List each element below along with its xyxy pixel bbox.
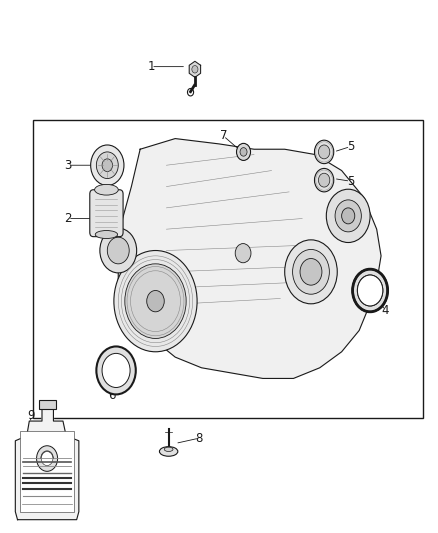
Circle shape [125, 264, 186, 338]
Ellipse shape [159, 447, 178, 456]
Circle shape [96, 152, 118, 179]
Ellipse shape [95, 231, 117, 239]
FancyBboxPatch shape [90, 190, 123, 237]
Circle shape [102, 159, 113, 172]
Circle shape [235, 244, 251, 263]
Circle shape [237, 143, 251, 160]
Circle shape [114, 251, 197, 352]
Text: 5: 5 [347, 140, 354, 153]
Text: 3: 3 [64, 159, 71, 172]
Circle shape [285, 240, 337, 304]
Circle shape [96, 346, 136, 394]
Circle shape [240, 148, 247, 156]
Circle shape [91, 145, 124, 185]
FancyBboxPatch shape [20, 431, 74, 512]
Circle shape [41, 451, 53, 466]
Polygon shape [15, 409, 79, 520]
Circle shape [326, 189, 370, 243]
Bar [33, 120, 423, 418]
Polygon shape [189, 61, 201, 77]
Circle shape [314, 168, 334, 192]
Circle shape [335, 200, 361, 232]
Text: 1: 1 [147, 60, 155, 73]
Text: 7: 7 [219, 130, 227, 142]
Circle shape [100, 228, 137, 273]
Circle shape [318, 173, 330, 187]
Circle shape [300, 259, 322, 285]
Circle shape [147, 290, 164, 312]
Text: 6: 6 [108, 389, 116, 402]
Circle shape [107, 237, 129, 264]
Circle shape [353, 269, 388, 312]
Circle shape [357, 275, 383, 306]
Text: 5: 5 [347, 175, 354, 188]
Circle shape [293, 249, 329, 294]
Text: 4: 4 [381, 304, 389, 317]
FancyBboxPatch shape [39, 400, 56, 409]
Circle shape [192, 66, 198, 73]
Polygon shape [118, 139, 381, 378]
Circle shape [318, 145, 330, 159]
Ellipse shape [164, 447, 173, 451]
Text: 2: 2 [64, 212, 72, 225]
Circle shape [314, 140, 334, 164]
Text: 8: 8 [196, 432, 203, 445]
Ellipse shape [95, 184, 118, 195]
Circle shape [102, 353, 130, 387]
Text: 9: 9 [27, 409, 35, 422]
Circle shape [342, 208, 355, 224]
Circle shape [36, 446, 58, 471]
